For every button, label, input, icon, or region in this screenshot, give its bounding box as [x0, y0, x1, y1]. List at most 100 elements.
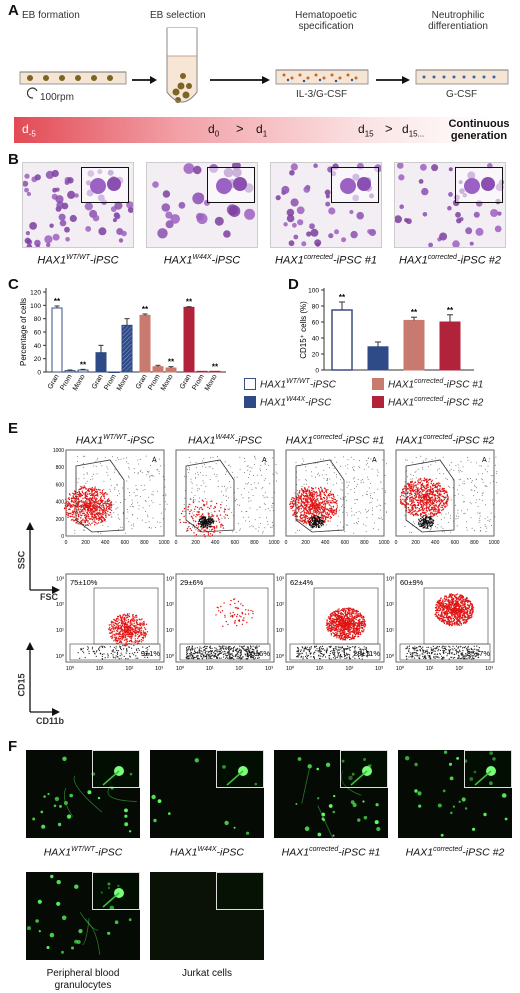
panel-label-c: C — [8, 276, 19, 293]
scatter-x-tick: 400 — [431, 540, 440, 546]
fluorescence-inset — [216, 750, 264, 788]
fluorescence-inset — [92, 750, 140, 788]
panel-label-e: E — [8, 420, 19, 437]
significance-mark: ** — [212, 362, 219, 371]
facs-x-tick: 10² — [345, 666, 353, 672]
gate-label: A — [482, 457, 487, 464]
caption-f-corr1: HAX1corrected-iPSC #1 — [281, 846, 381, 859]
y-tick-label: 20 — [34, 356, 42, 363]
scatter-x-tick: 200 — [81, 540, 90, 546]
facs-y-tick: 10⁰ — [276, 653, 285, 660]
cytokines-gcsf: G-CSF — [446, 89, 478, 100]
gate-polygon — [405, 459, 455, 533]
panel-label-f: F — [8, 738, 18, 755]
legend-swatch — [244, 378, 256, 390]
scatter-x-tick: 200 — [301, 540, 310, 546]
fluorescence-corr1 — [274, 750, 388, 838]
caption-b-corr1: HAX1corrected-iPSC #1 — [275, 254, 377, 267]
micrograph-inset — [455, 167, 503, 203]
caption-f-wt: HAX1WT/WT-iPSC — [43, 846, 123, 859]
facs-x-tick: 10⁰ — [66, 665, 75, 672]
scatter-y-tick: 400 — [56, 500, 65, 506]
legend-swatch — [372, 396, 384, 408]
scatter-x-tick: 200 — [191, 540, 200, 546]
scatter-x-tick: 0 — [175, 540, 178, 546]
caption-f-w44x: HAX1W44X-iPSC — [170, 846, 244, 859]
facs-y-tick: 10¹ — [386, 628, 394, 634]
scatter-y-tick: 200 — [56, 517, 65, 523]
facs-x-tick: 10⁰ — [286, 665, 295, 672]
caption-b-wt: HAX1WT/WT-iPSC — [37, 254, 119, 267]
gate-lower-percent: 35±7% — [467, 649, 491, 658]
significance-mark: ** — [339, 293, 346, 302]
cytokines-il3-gcsf: IL-3/G-CSF — [296, 89, 348, 100]
facs-y-tick: 10¹ — [56, 628, 64, 634]
scatter-x-tick: 0 — [395, 540, 398, 546]
fluorescence-jurkat — [150, 872, 264, 960]
scatter-x-tick: 400 — [321, 540, 330, 546]
bar-hax1-wt-wt-ipsc-prom — [64, 370, 76, 373]
step-eb-selection: EB selection — [150, 10, 206, 21]
scatter-x-tick: 600 — [341, 540, 350, 546]
fluorescence-inset — [340, 750, 388, 788]
gate-label: A — [152, 457, 157, 464]
gate-lower — [399, 643, 491, 661]
bar-hax1-w44x-ipsc-prom — [108, 371, 120, 373]
x-category-label: Mono — [72, 373, 87, 392]
legend-item: HAX1W44X-iPSC — [244, 394, 331, 410]
facs-y-tick: 10² — [386, 602, 394, 608]
significance-mark: ** — [142, 305, 149, 314]
protocol-diagram — [14, 27, 509, 143]
facs-y-tick: 10¹ — [166, 628, 174, 634]
scatter-y-tick: 0 — [61, 534, 64, 540]
legend-item: HAX1WT/WT-iPSC — [244, 376, 336, 392]
gate-polygon — [185, 459, 235, 533]
scatter-x-tick: 600 — [231, 540, 240, 546]
scatter-y-tick: 1000 — [53, 448, 64, 454]
y-tick-label: 0 — [315, 368, 319, 375]
facs-title-corr1: HAX1corrected-iPSC #1 — [285, 434, 385, 447]
scatter-y-tick: 600 — [56, 482, 65, 488]
fluorescence-corr2 — [398, 750, 512, 838]
facs-y-tick: 10² — [56, 602, 64, 608]
facs-x-tick: 10¹ — [316, 666, 324, 672]
bar-hax1-corrected-ipsc-2-mono — [209, 370, 221, 373]
panel-label-a: A — [8, 2, 19, 19]
bar-hax1-corrected-ipsc-2-prom — [196, 370, 208, 373]
legend-label: HAX1corrected-iPSC #1 — [388, 377, 484, 391]
facs-y-tick: 10³ — [56, 576, 64, 582]
gate-upper-percent: 75±10% — [70, 578, 98, 587]
significance-mark: ** — [168, 358, 175, 367]
y-tick-label: 80 — [34, 316, 42, 323]
gate-lower — [179, 643, 271, 661]
scatter-fsc-ssc-corr2: A 0 200 400 600 800 1000 — [395, 449, 500, 546]
bar-hax1-corrected-ipsc-1-gran — [139, 314, 151, 373]
bar-cd15-wt — [331, 309, 353, 371]
legend-label: HAX1W44X-iPSC — [260, 395, 332, 409]
y-tick-label: 60 — [34, 330, 42, 337]
timeline-d15-cont: d15... — [402, 122, 425, 139]
legend-label: HAX1WT/WT-iPSC — [260, 377, 336, 391]
facs-x-tick: 10¹ — [96, 666, 104, 672]
legend-item: HAX1corrected-iPSC #1 — [372, 376, 483, 392]
bar-hax1-corrected-ipsc-1-mono — [165, 367, 177, 373]
scatter-x-tick: 0 — [285, 540, 288, 546]
bar-cd15-corr1 — [403, 319, 425, 371]
scatter-x-tick: 800 — [470, 540, 479, 546]
bar-hax1-w44x-ipsc-mono — [121, 324, 133, 373]
y-tick-label: 100 — [30, 303, 41, 310]
scatter-x-tick: 0 — [65, 540, 68, 546]
facs-x-tick: 10² — [455, 666, 463, 672]
scatter-x-tick: 800 — [140, 540, 149, 546]
x-category-label: Mono — [116, 373, 131, 392]
facs-title-w44x: HAX1W44X-iPSC — [188, 434, 262, 447]
facs-y-tick: 10³ — [276, 576, 284, 582]
caption-f-granulocytes: Peripheral blood granulocytes — [46, 968, 120, 991]
gate-polygon — [75, 459, 125, 533]
caption-b-corr2: HAX1corrected-iPSC #2 — [399, 254, 501, 267]
micrograph-b-corr2 — [394, 162, 506, 248]
fluorescence-w44x — [150, 750, 264, 838]
